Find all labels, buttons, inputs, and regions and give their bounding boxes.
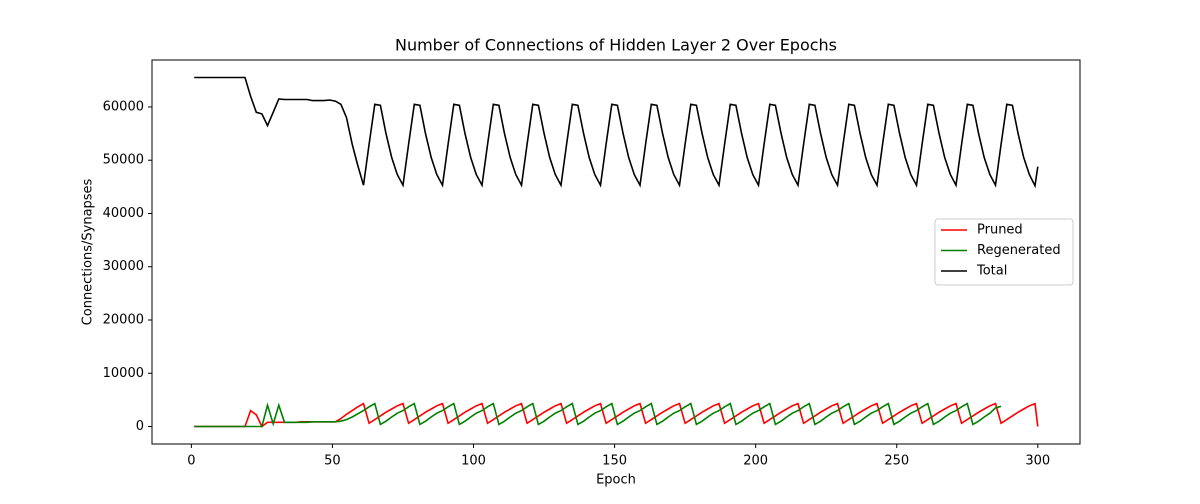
y-tick-label: 20000 <box>103 313 144 328</box>
y-axis-label: Connections/Synapses <box>81 178 96 325</box>
legend-box <box>934 218 1074 286</box>
y-tick-label: 50000 <box>103 153 144 168</box>
y-tick-label: 30000 <box>103 259 144 274</box>
legend: Pruned Regenerated Total <box>934 218 1074 286</box>
x-tick-label: 50 <box>324 454 341 469</box>
y-tick-label: 40000 <box>103 206 144 221</box>
x-tick-label: 200 <box>743 454 768 469</box>
legend-label: Total <box>976 264 1007 279</box>
series-line <box>194 402 1002 428</box>
x-tick-label: 250 <box>884 454 909 469</box>
series-line <box>194 76 1039 189</box>
series-line <box>194 402 1039 428</box>
x-tick-label: 300 <box>1025 454 1050 469</box>
y-tick-label: 10000 <box>103 366 144 381</box>
chart-title: Number of Connections of Hidden Layer 2 … <box>395 36 837 55</box>
x-tick-label: 0 <box>187 454 195 469</box>
y-tick-label: 60000 <box>103 99 144 114</box>
y-tick-label: 0 <box>136 419 144 434</box>
x-tick-label: 100 <box>461 454 486 469</box>
x-axis-label: Epoch <box>596 473 636 488</box>
x-tick-label: 150 <box>602 454 627 469</box>
plot-frame <box>151 59 1081 445</box>
legend-label: Regenerated <box>977 243 1061 258</box>
legend-label: Pruned <box>977 223 1023 238</box>
